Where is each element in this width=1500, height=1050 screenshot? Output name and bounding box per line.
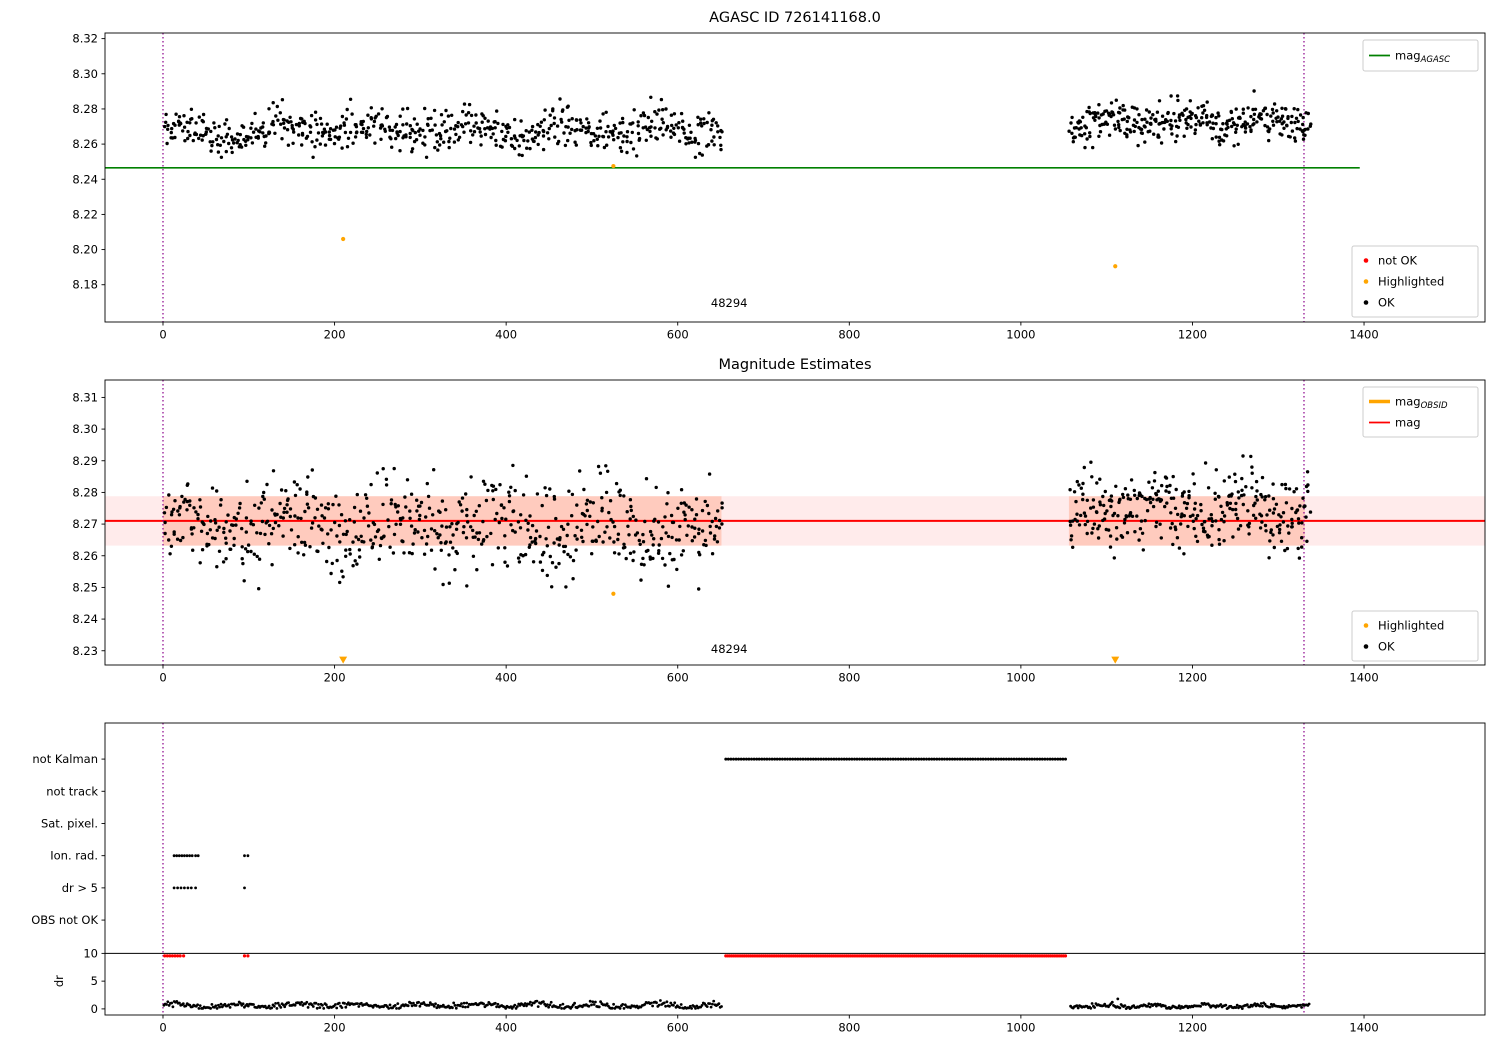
svg-text:0: 0 bbox=[159, 1021, 166, 1035]
svg-text:mag: mag bbox=[1395, 416, 1421, 430]
legend: magOBSID mag bbox=[1362, 386, 1479, 438]
svg-text:1200: 1200 bbox=[1178, 328, 1207, 342]
highlighted-point bbox=[1111, 656, 1120, 664]
dr-gt5-dots bbox=[172, 886, 246, 890]
y-axis: 8.18 8.20 8.22 8.24 8.26 8.28 8.30 8.32 bbox=[72, 32, 105, 292]
svg-text:not track: not track bbox=[46, 784, 98, 798]
svg-text:8.29: 8.29 bbox=[72, 454, 98, 468]
axes-frame bbox=[104, 32, 1486, 323]
svg-text:not Kalman: not Kalman bbox=[32, 752, 98, 766]
ion-rad-dots bbox=[172, 854, 250, 858]
panel2-title: Magnitude Estimates bbox=[718, 357, 872, 373]
svg-text:magOBSID: magOBSID bbox=[1395, 395, 1448, 412]
svg-text:8.30: 8.30 bbox=[72, 67, 98, 81]
legend: not OK Highlighted OK bbox=[1351, 245, 1479, 318]
svg-text:1400: 1400 bbox=[1349, 328, 1378, 342]
svg-text:magAGASC: magAGASC bbox=[1395, 49, 1450, 66]
svg-text:not OK: not OK bbox=[1378, 254, 1418, 268]
svg-text:600: 600 bbox=[667, 671, 689, 685]
svg-text:1200: 1200 bbox=[1178, 671, 1207, 685]
highlighted-point bbox=[611, 591, 616, 596]
axes-frame bbox=[104, 379, 1486, 666]
scatter-ok-cluster-0 bbox=[162, 463, 724, 591]
highlighted-point bbox=[341, 236, 346, 242]
not-kalman-run bbox=[724, 757, 1067, 761]
svg-text:1000: 1000 bbox=[1006, 328, 1035, 342]
scatter-ok-cluster-1 bbox=[1068, 454, 1313, 560]
svg-text:8.28: 8.28 bbox=[72, 485, 98, 499]
svg-text:OBS not OK: OBS not OK bbox=[31, 913, 98, 927]
svg-text:OK: OK bbox=[1378, 640, 1395, 654]
highlighted-point bbox=[339, 656, 348, 664]
svg-text:8.20: 8.20 bbox=[72, 243, 98, 257]
svg-text:8.27: 8.27 bbox=[72, 517, 98, 531]
obsid-annotation: 48294 bbox=[711, 296, 748, 310]
scatter-ok-cluster-1 bbox=[1067, 89, 1313, 150]
scatter-ok-cluster-0 bbox=[163, 95, 724, 159]
x-axis: 0 200 400 600 800 1000 1200 1400 bbox=[159, 322, 1379, 342]
svg-text:600: 600 bbox=[667, 1021, 689, 1035]
svg-text:dr > 5: dr > 5 bbox=[62, 881, 98, 895]
dr-axis-label: dr bbox=[52, 975, 66, 987]
dr-trace-0 bbox=[162, 999, 723, 1010]
svg-text:8.28: 8.28 bbox=[72, 102, 98, 116]
svg-text:Ion. rad.: Ion. rad. bbox=[50, 849, 98, 863]
x-axis: 0 200 400 600 800 1000 1200 1400 bbox=[159, 1015, 1379, 1035]
svg-text:8.24: 8.24 bbox=[72, 172, 98, 186]
svg-text:8.25: 8.25 bbox=[72, 580, 98, 594]
panel-flags-dr: 0 200 400 600 800 1000 1200 1400 10 5 0 not Kalman n… bbox=[31, 722, 1486, 1035]
svg-text:200: 200 bbox=[324, 1021, 346, 1035]
y-axis: 10 5 0 not Kalman not track Sat. pixel. Ion. r… bbox=[31, 752, 105, 1016]
dr-trace-1 bbox=[1069, 1000, 1311, 1010]
highlighted-point bbox=[1113, 264, 1118, 269]
svg-text:800: 800 bbox=[838, 1021, 860, 1035]
svg-text:Sat. pixel.: Sat. pixel. bbox=[41, 816, 98, 830]
svg-text:8.30: 8.30 bbox=[72, 422, 98, 436]
svg-text:800: 800 bbox=[838, 671, 860, 685]
svg-text:600: 600 bbox=[667, 328, 689, 342]
svg-text:200: 200 bbox=[324, 328, 346, 342]
legend: magAGASC bbox=[1362, 39, 1479, 72]
obsid-annotation: 48294 bbox=[711, 642, 748, 656]
svg-text:8.31: 8.31 bbox=[72, 390, 98, 404]
svg-text:1400: 1400 bbox=[1349, 1021, 1378, 1035]
highlighted-point bbox=[611, 163, 616, 169]
svg-text:400: 400 bbox=[495, 671, 517, 685]
axes-frame bbox=[104, 722, 1486, 1016]
svg-text:1200: 1200 bbox=[1178, 1021, 1207, 1035]
svg-text:10: 10 bbox=[83, 946, 98, 960]
dr-capped-run bbox=[724, 954, 1068, 958]
svg-text:8.26: 8.26 bbox=[72, 549, 98, 563]
panel1-title: AGASC ID 726141168.0 bbox=[709, 10, 881, 26]
svg-text:8.18: 8.18 bbox=[72, 278, 98, 292]
svg-text:OK: OK bbox=[1378, 296, 1395, 310]
dr-capped-left-dots bbox=[163, 954, 250, 958]
svg-text:800: 800 bbox=[838, 328, 860, 342]
svg-text:0: 0 bbox=[91, 1002, 98, 1016]
svg-text:1000: 1000 bbox=[1006, 671, 1035, 685]
svg-text:8.26: 8.26 bbox=[72, 137, 98, 151]
svg-text:Highlighted: Highlighted bbox=[1378, 275, 1444, 289]
svg-text:400: 400 bbox=[495, 1021, 517, 1035]
svg-text:1400: 1400 bbox=[1349, 671, 1378, 685]
y-axis: 8.23 8.24 8.25 8.26 8.27 8.28 8.29 8.30 8.31 bbox=[72, 390, 105, 658]
svg-text:8.24: 8.24 bbox=[72, 612, 98, 626]
svg-text:0: 0 bbox=[159, 328, 166, 342]
dr-outlier-dot bbox=[1116, 997, 1120, 1001]
svg-text:8.32: 8.32 bbox=[72, 32, 98, 46]
svg-text:1000: 1000 bbox=[1006, 1021, 1035, 1035]
svg-text:400: 400 bbox=[495, 328, 517, 342]
x-axis: 0 200 400 600 800 1000 1200 1400 bbox=[159, 665, 1379, 685]
svg-text:5: 5 bbox=[91, 974, 98, 988]
svg-text:8.22: 8.22 bbox=[72, 207, 98, 221]
legend: Highlighted OK bbox=[1351, 610, 1479, 662]
svg-text:Highlighted: Highlighted bbox=[1378, 619, 1444, 633]
svg-text:8.23: 8.23 bbox=[72, 644, 98, 658]
svg-text:0: 0 bbox=[159, 671, 166, 685]
svg-text:200: 200 bbox=[324, 671, 346, 685]
